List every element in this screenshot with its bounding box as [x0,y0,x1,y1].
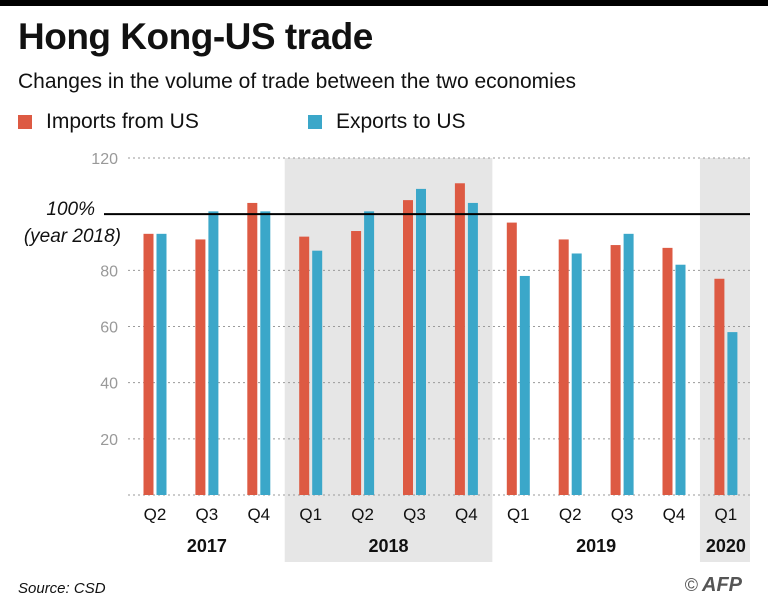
x-tick-label: Q2 [559,505,582,524]
x-tick-label: Q1 [715,505,738,524]
legend-item-exports: Exports to US [308,110,466,134]
bar-exports [675,264,686,495]
bar-imports [610,245,621,495]
bar-imports [454,183,465,495]
legend-label-exports: Exports to US [336,110,466,133]
x-tick-label: Q4 [663,505,686,524]
x-tick-label: Q3 [403,505,426,524]
bar-imports [143,233,154,495]
y-tick-label: 120 [91,151,118,168]
bar-exports [467,202,478,495]
year-label: 2018 [369,536,409,556]
year-label: 2019 [576,536,616,556]
bar-imports [195,239,206,495]
bar-imports [714,278,725,495]
chart-subtitle: Changes in the volume of trade between t… [18,70,577,93]
bar-exports [519,275,530,495]
y-tick-label: 80 [100,263,118,280]
legend-swatch-exports [308,115,322,129]
y-tick-label: 20 [100,432,118,449]
x-tick-label: Q3 [196,505,219,524]
shaded-band-2020 [699,158,750,562]
bar-exports [312,250,323,495]
x-tick-label: Q2 [144,505,167,524]
chart-title: Hong Kong-US trade [18,16,373,57]
year-label: 2020 [706,536,746,556]
bar-exports [416,188,426,495]
agency-credit: © AFP [685,574,742,597]
bar-exports [260,211,271,495]
x-tick-label: Q3 [611,505,634,524]
x-tick-label: Q4 [247,505,270,524]
x-tick-label: Q4 [455,505,478,524]
copyright-symbol: © [684,575,698,595]
bar-imports [351,231,362,495]
year-label: 2017 [187,536,227,556]
bar-imports [247,202,258,495]
reference-label-year: (year 2018) [24,226,121,247]
bar-exports [623,233,634,495]
bar-imports [558,239,569,495]
x-tick-label: Q1 [507,505,530,524]
x-tick-label: Q2 [351,505,374,524]
bar-imports [506,222,517,495]
legend-swatch-imports [18,115,32,129]
legend-item-imports: Imports from US [18,110,199,134]
bar-imports [299,236,310,495]
reference-label-value: 100% [46,199,95,220]
legend-label-imports: Imports from US [46,110,199,133]
bar-imports [662,247,673,495]
bar-exports [727,332,738,495]
bar-exports [571,253,582,495]
source-note: Source: CSD [18,580,106,597]
top-rule [0,0,768,6]
y-tick-label: 60 [100,320,118,337]
bar-imports [403,200,413,495]
y-tick-label: 40 [100,376,118,393]
bar-exports [364,211,375,495]
x-tick-label: Q1 [299,505,322,524]
agency-logo: AFP [702,574,742,596]
bar-exports [156,233,167,495]
bar-exports [208,211,219,495]
